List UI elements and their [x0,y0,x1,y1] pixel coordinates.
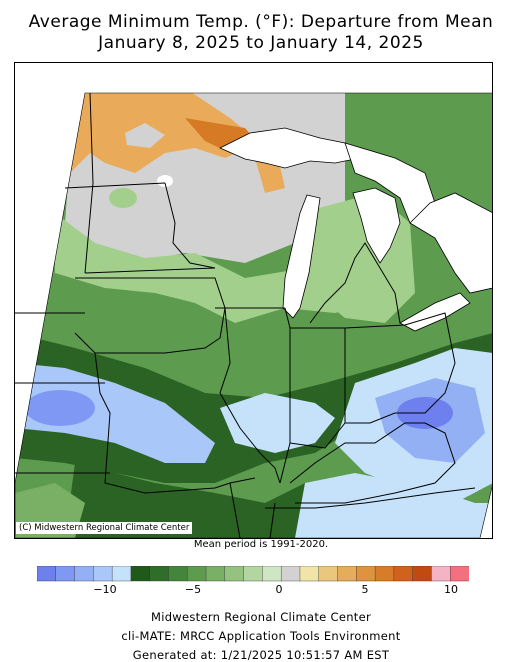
legend-swatch [111,566,132,582]
map-date-range: January 8, 2025 to January 14, 2025 [98,33,424,53]
legend-swatch [374,566,395,582]
legend-tick: 0 [275,583,283,596]
legend-swatch [130,566,151,582]
legend-swatch [205,566,226,582]
footer-tool: cli-MATE: MRCC Application Tools Environ… [121,629,401,643]
legend-swatch [299,566,320,582]
state-boundaries [15,92,476,538]
legend-swatch [168,566,188,582]
legend-swatch [337,566,357,582]
map-panel [14,62,493,539]
legend-swatch [393,566,414,582]
legend-swatch [224,566,245,582]
legend-swatch [93,566,113,582]
legend-swatch [243,566,263,582]
legend-tick: 5 [361,583,369,596]
legend-swatch [74,566,94,582]
legend-swatch [187,566,207,582]
copyright-label: (C) Midwestern Regional Climate Center [16,522,193,534]
mean-period-note: Mean period is 1991-2020. [193,539,329,550]
color-legend [37,566,469,582]
legend-swatch [262,566,282,582]
legend-swatch [356,566,376,582]
footer-generated: Generated at: 1/21/2025 10:51:57 AM EST [132,648,390,662]
legend-tick: 10 [444,583,458,596]
legend-swatch [280,566,301,582]
legend-bar [37,566,469,582]
legend-tick: −5 [184,583,202,596]
map-title: Average Minimum Temp. (°F): Departure fr… [28,12,494,32]
legend-swatch [149,566,169,582]
footer-org: Midwestern Regional Climate Center [150,610,372,624]
legend-swatch [318,566,339,582]
legend-swatch [431,566,451,582]
great-lakes [219,127,492,332]
legend-swatch [412,566,432,582]
legend-tick: −10 [93,583,117,596]
legend-swatch [450,566,469,582]
legend-swatch [37,566,57,582]
legend-swatch [55,566,76,582]
departure-map [15,92,492,538]
